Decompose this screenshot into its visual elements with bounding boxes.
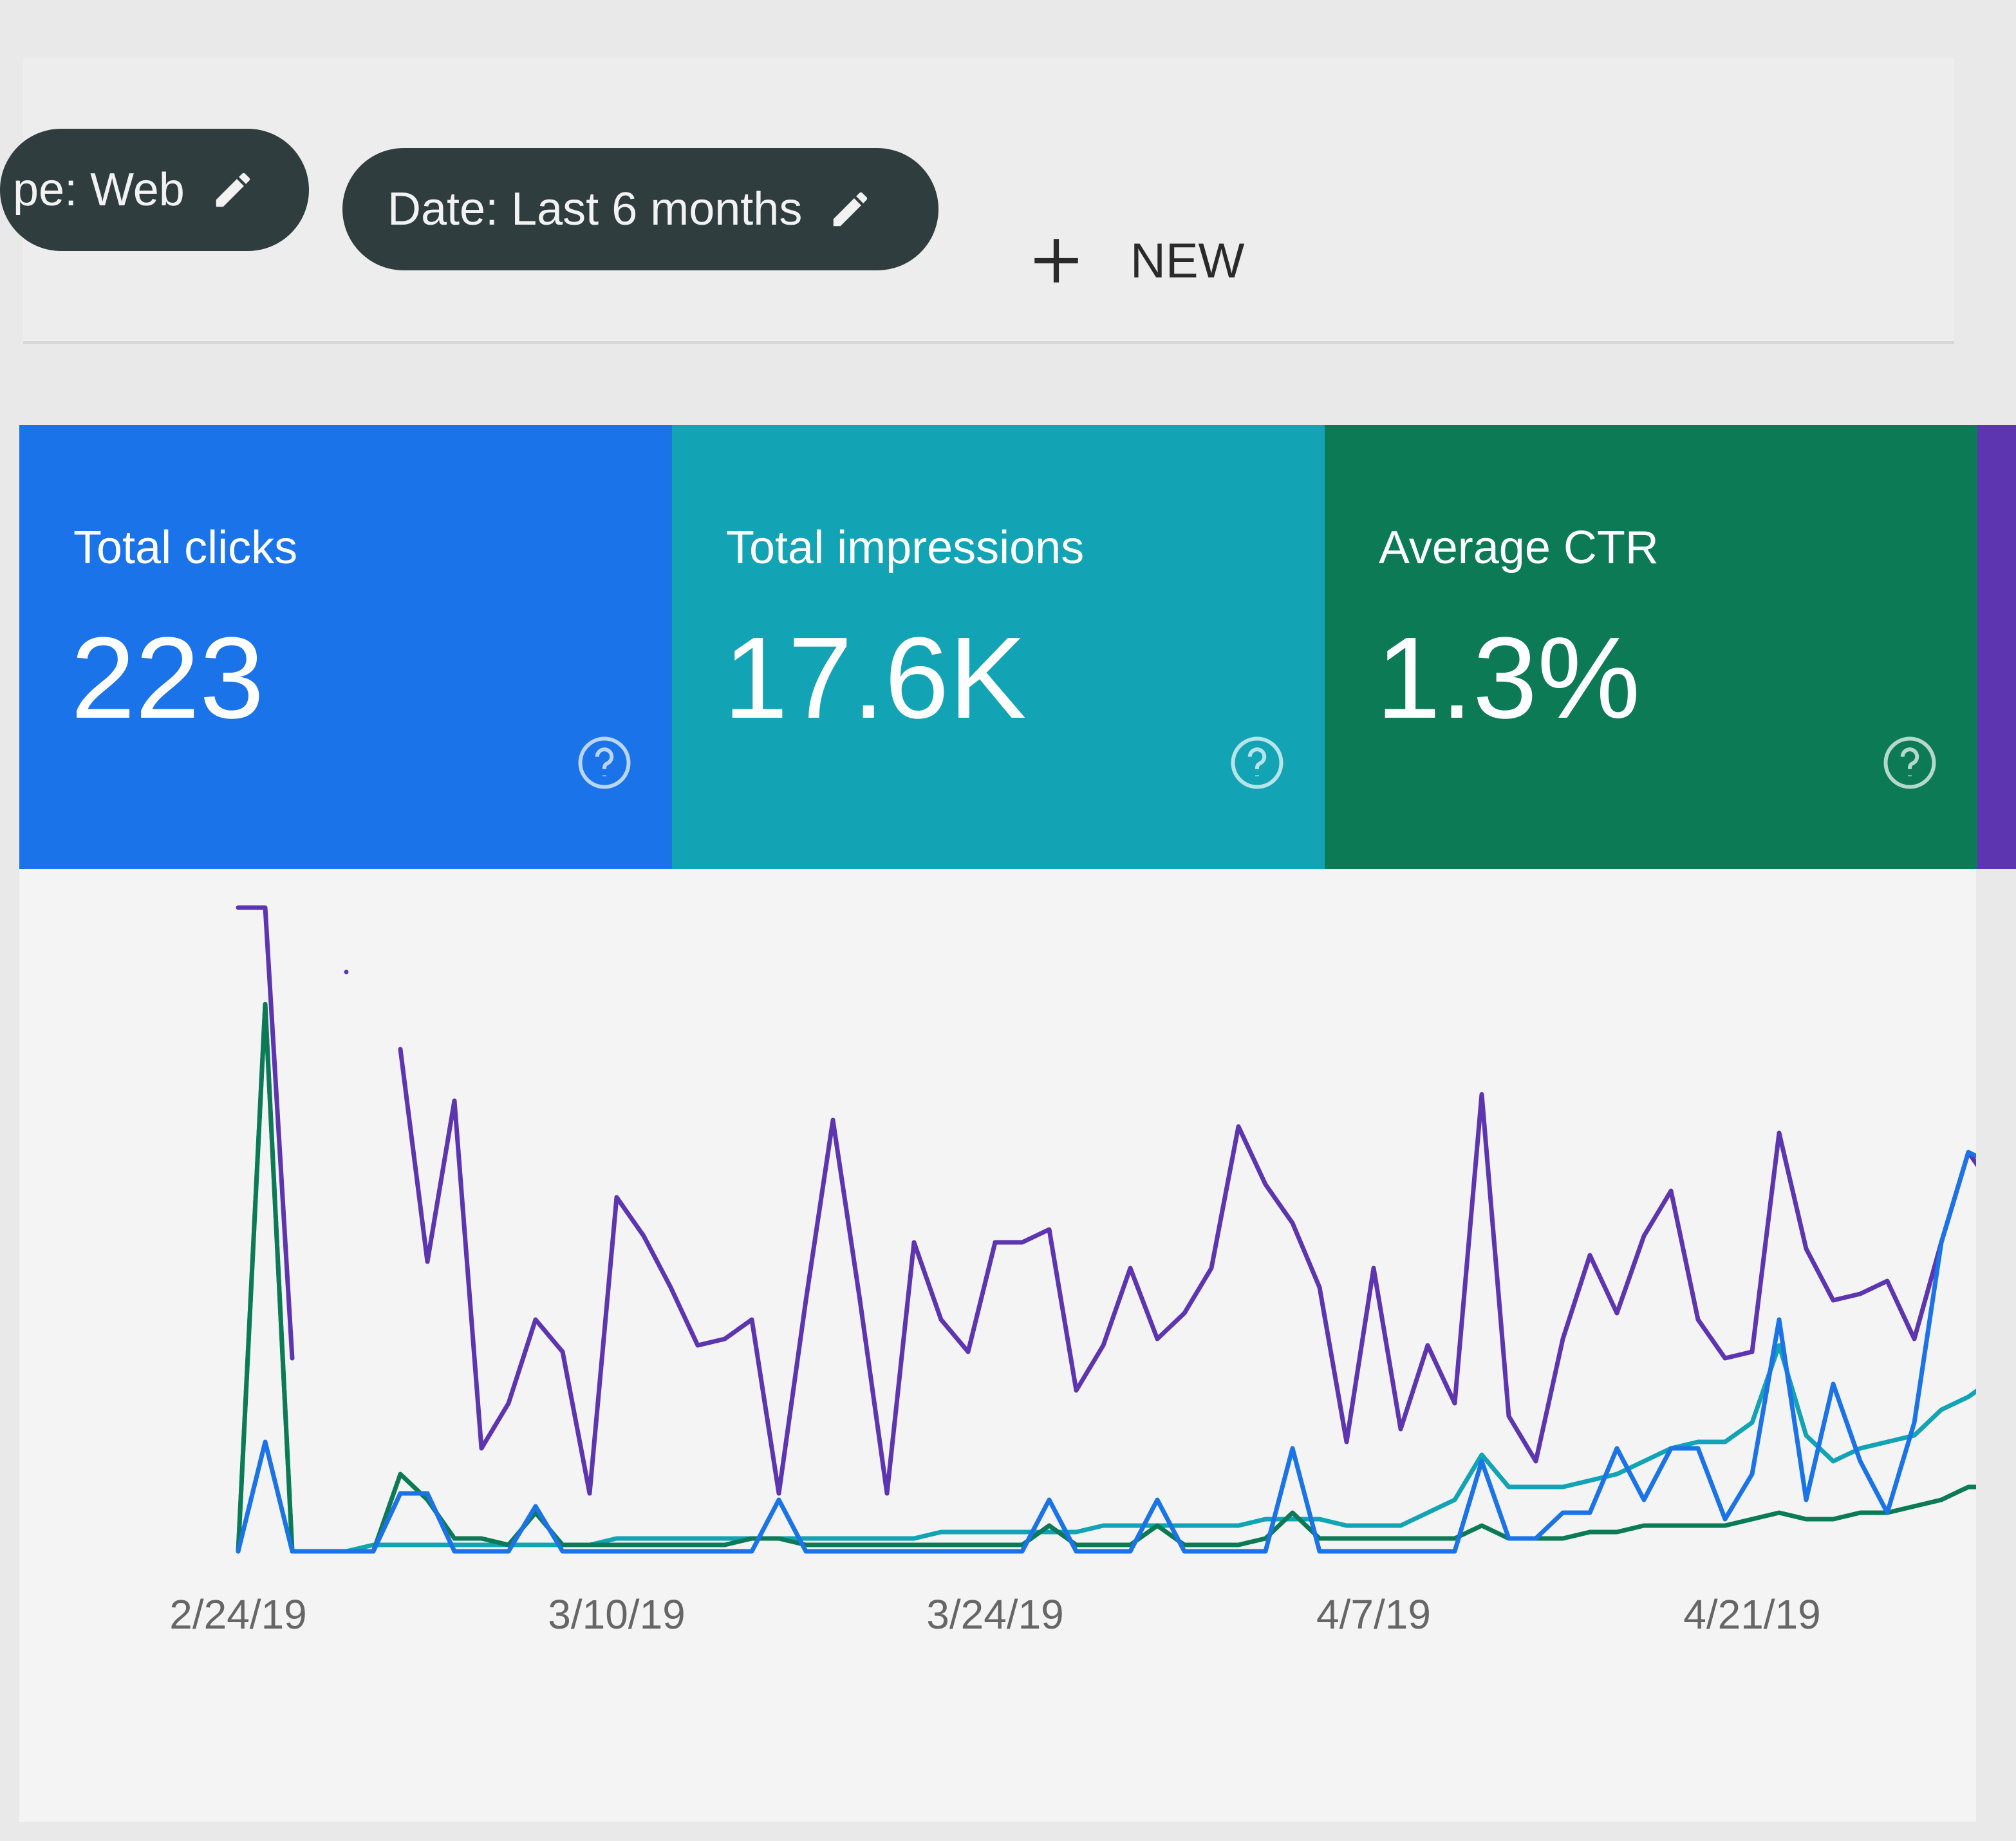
series-line — [236, 1150, 1998, 1554]
series-line — [236, 905, 1998, 1496]
metric-label: Average CTR — [1379, 522, 1659, 574]
new-label: NEW — [1130, 233, 1245, 288]
series-line — [236, 1002, 1998, 1554]
filter-chip[interactable]: Date: Last 6 months — [342, 148, 938, 270]
metric-label: Total clicks — [73, 522, 298, 574]
metric-card[interactable]: Total impressions 17.6K — [672, 425, 1325, 869]
metric-cards: Total clicks 223 Total impressions 17.6K… — [19, 425, 2016, 869]
chip-label: pe: Web — [13, 164, 185, 216]
chart-panel: 2/24/19 3/10/19 3/24/19 4/7/19 4/21/19 — [19, 869, 1998, 1822]
metric-card[interactable]: Total clicks 223 — [19, 425, 672, 869]
help-icon[interactable] — [1881, 734, 1939, 792]
metric-card[interactable] — [1977, 425, 2016, 869]
edit-icon — [834, 192, 868, 227]
metric-value: 1.3% — [1376, 613, 1641, 743]
metric-value: 17.6K — [723, 613, 1027, 743]
filter-chip[interactable]: pe: Web — [0, 129, 309, 251]
plus-icon — [1034, 239, 1078, 283]
x-tick-label: 3/24/19 — [926, 1591, 1064, 1638]
filter-bar: pe: Web Date: Last 6 months NEW — [0, 58, 1954, 344]
metric-label: Total impressions — [726, 522, 1085, 574]
new-filter-button[interactable]: NEW — [1027, 232, 1244, 290]
x-tick-label: 3/10/19 — [548, 1591, 686, 1638]
x-tick-label: 4/21/19 — [1683, 1591, 1821, 1638]
edit-icon — [216, 173, 250, 207]
help-icon[interactable] — [575, 734, 633, 792]
series-line — [236, 1002, 1998, 1554]
metric-card[interactable]: Average CTR 1.3% — [1325, 425, 1977, 869]
performance-chart: 2/24/19 3/10/19 3/24/19 4/7/19 4/21/19 — [169, 905, 1998, 1638]
chip-label: Date: Last 6 months — [387, 183, 803, 235]
x-tick-label: 4/7/19 — [1316, 1591, 1431, 1638]
x-tick-label: 2/24/19 — [169, 1591, 307, 1638]
metric-value: 223 — [71, 613, 265, 743]
help-icon[interactable] — [1228, 734, 1286, 792]
